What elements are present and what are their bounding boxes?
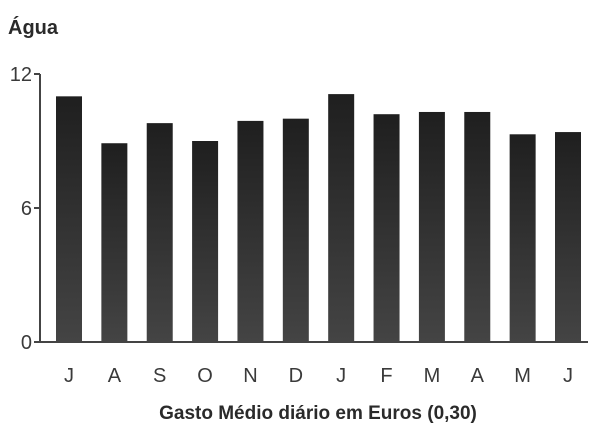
y-tick-label: 6: [21, 198, 32, 220]
bar-0: [56, 96, 82, 342]
x-tick-label: A: [108, 365, 122, 387]
bar-10: [509, 134, 536, 342]
bar-6: [328, 94, 355, 342]
x-tick-label: N: [243, 365, 257, 387]
bar-8: [418, 111, 445, 342]
y-tick-label: 12: [10, 64, 32, 86]
chart-title: Água: [8, 16, 59, 39]
x-tick-label: F: [380, 365, 392, 387]
bar-11: [555, 132, 581, 342]
x-tick-label: J: [336, 365, 346, 387]
y-tick-label: 0: [21, 332, 32, 354]
x-tick-label: M: [424, 365, 441, 387]
bar-7: [373, 114, 400, 342]
bar-3: [192, 141, 219, 342]
bar-4: [237, 120, 264, 343]
bar-5: [282, 118, 309, 343]
bar-2: [146, 123, 173, 342]
y-axis-ticks: 0 6 12: [10, 64, 40, 354]
x-tick-label: A: [471, 365, 485, 387]
x-tick-label: J: [64, 365, 74, 387]
x-tick-label: D: [289, 365, 303, 387]
bar-9: [464, 111, 491, 342]
bar-1: [101, 143, 128, 342]
x-tick-label: O: [197, 365, 213, 387]
x-tick-label: M: [514, 365, 531, 387]
x-tick-label: S: [153, 365, 166, 387]
x-axis-label: Gasto Médio diário em Euros (0,30): [159, 403, 477, 424]
x-tick-label: J: [563, 365, 573, 387]
bars-group: [56, 94, 581, 343]
